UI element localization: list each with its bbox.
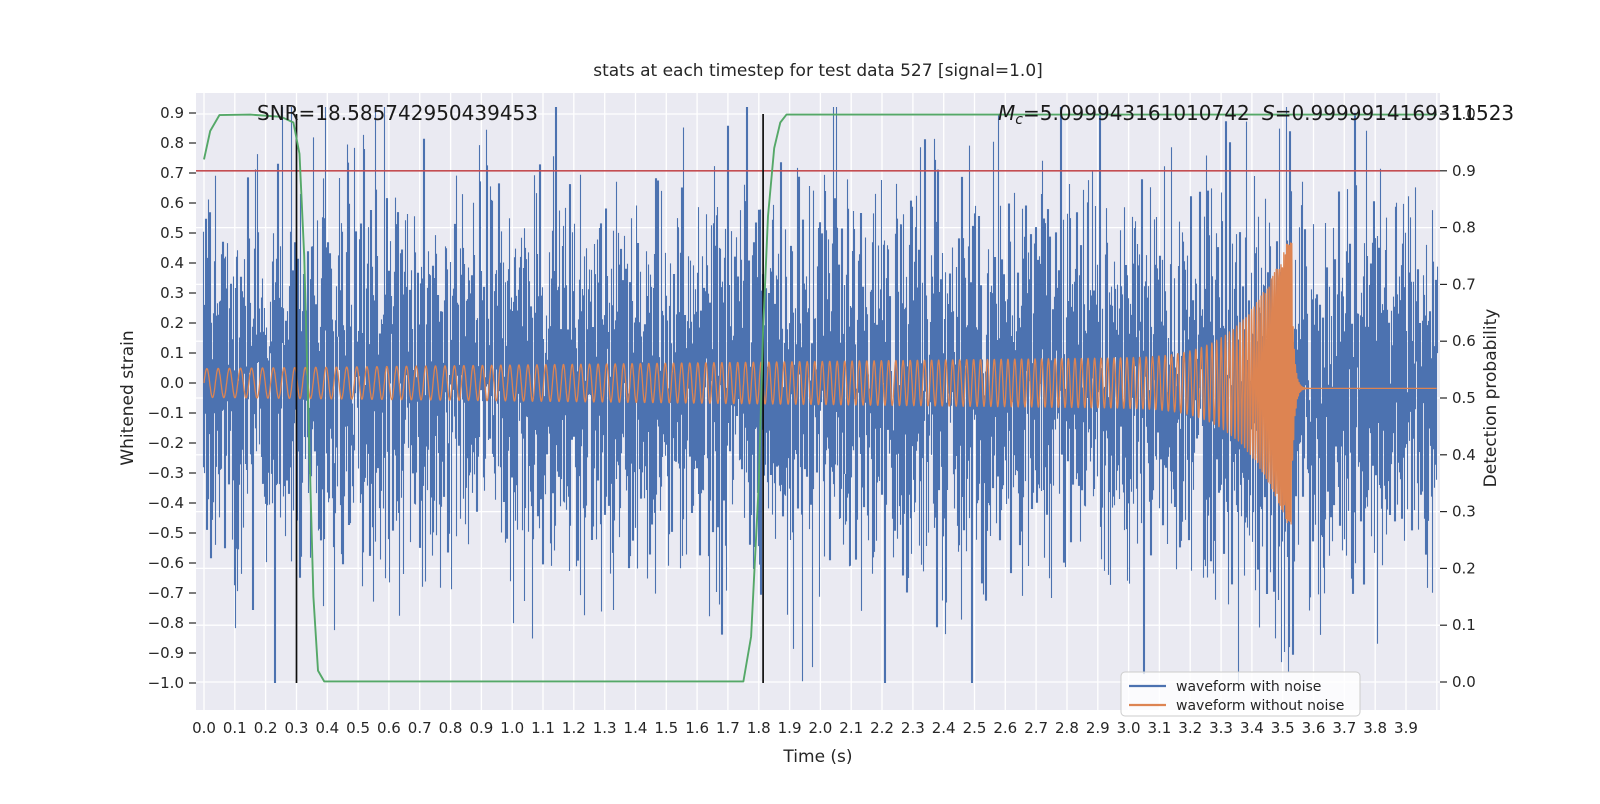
x-tick-label: 1.5: [654, 719, 678, 737]
x-tick-label: 2.6: [993, 719, 1017, 737]
y-tick-label-left: −0.6: [148, 554, 184, 572]
waveform-without-noise-series: [203, 242, 1438, 525]
x-tick-label: 0.3: [285, 719, 309, 737]
y-tick-label-left: −1.0: [148, 674, 184, 692]
x-tick-label: 1.8: [747, 719, 771, 737]
x-tick-label: 0.6: [377, 719, 401, 737]
y-tick-label-left: 0.8: [160, 134, 184, 152]
x-tick-label: 1.3: [593, 719, 617, 737]
legend-box: [1120, 671, 1361, 717]
y-tick-label-left: 0.5: [160, 224, 184, 242]
x-tick-label: 2.9: [1086, 719, 1110, 737]
annotation-mc: Mc=5.099943161010742: [998, 101, 1250, 128]
y-tick-label-left: 0.2: [160, 314, 184, 332]
x-axis-label: Time (s): [782, 747, 852, 767]
x-tick-label: 2.3: [901, 719, 925, 737]
plot-area: 0.9 0.8 0.7 0.6 0.5 0.4 0.3 0.2 0.1 0.0 −0.1 −0.2 −0…: [148, 93, 1476, 737]
y-tick-label-right: 0.4: [1452, 446, 1476, 464]
legend: waveform with noise waveform without noi…: [1120, 671, 1361, 717]
chart-title: stats at each timestep for test data 527…: [593, 61, 1043, 81]
x-tick-label: 0.0: [192, 719, 216, 737]
x-tick-label: 3.3: [1209, 719, 1233, 737]
x-tick-label: 0.7: [408, 719, 432, 737]
y-tick-label-left: −0.9: [148, 644, 184, 662]
x-tick-label: 0.1: [223, 719, 247, 737]
x-tick-label: 3.5: [1271, 719, 1295, 737]
annotation-s-value: =0.9999914169311523: [1275, 101, 1514, 125]
x-tick-label: 0.2: [254, 719, 278, 737]
y-tick-label-left: −0.7: [148, 584, 184, 602]
x-tick-label: 1.7: [716, 719, 740, 737]
y-tick-label-left: 0.6: [160, 194, 184, 212]
annotation-mc-value: =5.099943161010742: [1023, 101, 1250, 125]
y-tick-label-left: −0.3: [148, 464, 184, 482]
x-tick-label: 3.6: [1302, 719, 1326, 737]
annotation-s-symbol: S: [1262, 101, 1275, 125]
x-tick-label: 2.1: [839, 719, 863, 737]
y-tick-label-right: 0.2: [1452, 559, 1476, 577]
x-tick-label: 2.4: [932, 719, 956, 737]
y-tick-label-right: 1.0: [1452, 105, 1476, 123]
annotation-snr: SNR=18.585742950439453: [257, 101, 538, 125]
y-axis-label-left: Whitened strain: [118, 330, 138, 465]
detection-probability-series: [203, 113, 1437, 683]
x-tick-label: 3.2: [1178, 719, 1202, 737]
annotation-mc-symbol: M: [998, 101, 1015, 125]
x-tick-label: 3.1: [1147, 719, 1171, 737]
x-tick-label: 1.9: [778, 719, 802, 737]
x-tick-label: 1.1: [531, 719, 555, 737]
y-tick-label-left: 0.9: [160, 104, 184, 122]
x-tick-label: 1.0: [500, 719, 524, 737]
x-tick-label: 3.7: [1332, 719, 1356, 737]
annotation-mc-subscript: c: [1015, 112, 1023, 128]
x-tick-label: 3.4: [1240, 719, 1264, 737]
x-tick-label: 3.0: [1117, 719, 1141, 737]
x-tick-label: 3.8: [1363, 719, 1387, 737]
x-tick-label: 2.2: [870, 719, 894, 737]
y-tick-label-left: 0.4: [160, 254, 184, 272]
x-tick-label: 1.2: [562, 719, 586, 737]
y-tick-label-left: 0.0: [160, 374, 184, 392]
y-tick-label-right: 0.7: [1452, 275, 1476, 293]
y-tick-label-left: −0.4: [148, 494, 184, 512]
y-tick-label-left: 0.3: [160, 284, 184, 302]
y-tick-label-right: 0.1: [1452, 616, 1476, 634]
y-tick-label-left: 0.7: [160, 164, 184, 182]
y-tick-label-left: −0.8: [148, 614, 184, 632]
y-tick-label-left: −0.2: [148, 434, 184, 452]
legend-label-without-noise: waveform without noise: [1176, 698, 1344, 714]
legend-label-with-noise: waveform with noise: [1176, 679, 1321, 695]
x-tick-label: 0.9: [469, 719, 493, 737]
x-tick-label: 0.8: [439, 719, 463, 737]
y-tick-label-right: 0.8: [1452, 219, 1476, 237]
y-tick-label-right: 0.6: [1452, 332, 1476, 350]
y-tick-label-right: 0.5: [1452, 389, 1476, 407]
x-tick-label: 2.0: [808, 719, 832, 737]
y-tick-label-right: 0.3: [1452, 503, 1476, 521]
x-tick-label: 2.8: [1055, 719, 1079, 737]
x-tick-label: 2.5: [963, 719, 987, 737]
x-tick-label: 0.5: [346, 719, 370, 737]
x-tick-label: 0.4: [315, 719, 339, 737]
x-tick-label: 1.6: [685, 719, 709, 737]
y-tick-label-left: 0.1: [160, 344, 184, 362]
y-tick-label-left: −0.5: [148, 524, 184, 542]
annotation-s: S=0.9999914169311523: [1262, 101, 1514, 125]
x-tick-label: 1.4: [624, 719, 648, 737]
y-tick-label-right: 0.0: [1452, 673, 1476, 691]
y-tick-label-left: −0.1: [148, 404, 184, 422]
y-axis-label-right: Detection probability: [1481, 309, 1501, 488]
x-tick-label: 3.9: [1394, 719, 1418, 737]
x-tick-label: 2.7: [1024, 719, 1048, 737]
y-tick-label-right: 0.9: [1452, 162, 1476, 180]
